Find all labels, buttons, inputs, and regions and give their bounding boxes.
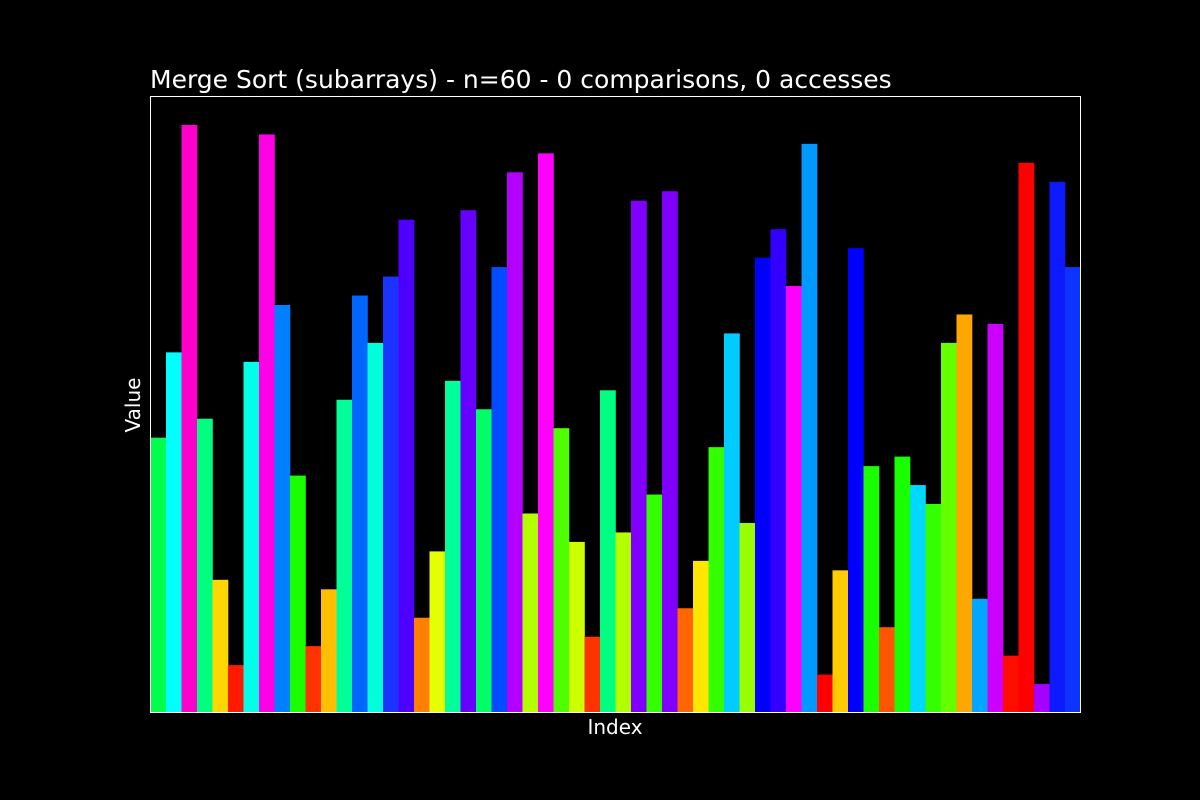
bar-49	[910, 485, 926, 713]
bar-40	[770, 229, 787, 713]
bar-33	[662, 191, 678, 713]
bar-8	[274, 304, 291, 713]
bar-42	[801, 143, 818, 713]
bar-57	[1034, 684, 1050, 713]
bar-59	[1065, 267, 1081, 713]
bar-26	[553, 428, 570, 713]
bar-22	[491, 267, 508, 713]
bar-51	[941, 342, 957, 713]
bar-27	[569, 541, 585, 713]
bar-30	[615, 532, 632, 713]
bar-5	[228, 665, 244, 713]
bar-32	[646, 494, 663, 713]
bar-18	[429, 551, 446, 713]
bar-56	[1018, 162, 1035, 713]
bar-35	[693, 560, 709, 713]
bar-24	[522, 513, 539, 713]
bar-10	[305, 646, 322, 713]
bar-11	[321, 589, 337, 713]
bar-50	[925, 504, 942, 713]
chart-title: Merge Sort (subarrays) - n=60 - 0 compar…	[150, 65, 892, 94]
bar-15	[383, 276, 399, 713]
bar-52	[956, 314, 973, 713]
bar-6	[243, 361, 260, 713]
bar-25	[538, 153, 554, 713]
bar-37	[724, 333, 740, 713]
bar-4	[212, 579, 229, 713]
bar-9	[290, 475, 306, 713]
bar-43	[817, 674, 833, 713]
bar-55	[1003, 655, 1019, 713]
bar-7	[259, 134, 275, 713]
plot-frame	[150, 96, 1081, 713]
bar-21	[476, 409, 492, 713]
bar-39	[755, 257, 771, 713]
bar-47	[879, 627, 895, 713]
bar-36	[708, 447, 725, 713]
bar-48	[894, 456, 911, 713]
bar-46	[863, 466, 880, 713]
bar-19	[445, 380, 461, 713]
bar-2	[181, 124, 198, 713]
bar-28	[584, 636, 601, 713]
bar-53	[972, 598, 988, 713]
bar-58	[1049, 181, 1066, 713]
bar-14	[367, 342, 384, 713]
y-axis-label: Value	[121, 378, 145, 433]
bar-16	[398, 219, 415, 713]
bar-34	[677, 608, 694, 713]
x-axis-label: Index	[587, 715, 642, 739]
bar-20	[460, 210, 477, 713]
bar-group	[150, 124, 1081, 713]
bar-38	[739, 522, 756, 713]
bar-41	[786, 286, 802, 713]
bar-23	[507, 172, 523, 713]
bar-0	[150, 437, 167, 713]
bar-13	[352, 295, 368, 713]
bar-29	[600, 390, 616, 713]
bar-54	[987, 323, 1004, 713]
bar-44	[832, 570, 849, 713]
bar-1	[166, 352, 182, 713]
bar-45	[848, 248, 864, 713]
bar-17	[414, 617, 430, 713]
bar-31	[631, 200, 647, 713]
bar-12	[336, 399, 353, 713]
bar-3	[197, 418, 213, 713]
